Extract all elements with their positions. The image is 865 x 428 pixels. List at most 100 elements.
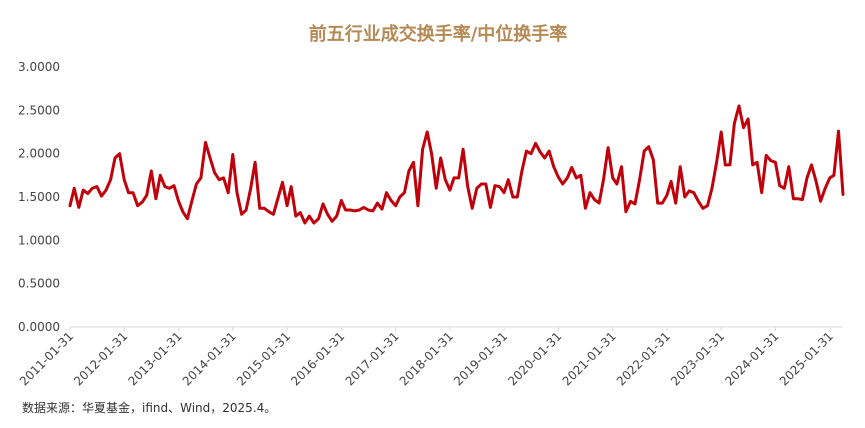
data-point [742, 126, 745, 129]
y-tick-label: 2.0000 [18, 147, 60, 161]
data-point [376, 201, 379, 205]
data-point [312, 221, 316, 225]
data-point [204, 141, 207, 144]
data-point [100, 194, 103, 198]
data-point [701, 207, 705, 210]
data-point [593, 198, 596, 201]
x-tick-label: 2014-01-31 [180, 329, 239, 388]
data-point [86, 192, 90, 195]
data-point [457, 176, 460, 180]
data-point [321, 202, 325, 206]
data-point [218, 178, 221, 181]
data-point [783, 187, 786, 190]
data-point [235, 191, 239, 194]
data-point [421, 148, 424, 151]
data-point [710, 187, 714, 190]
data-point [674, 201, 677, 205]
data-point [498, 185, 501, 188]
data-point [755, 161, 759, 164]
x-tick-label: 2019-01-31 [451, 329, 510, 388]
data-point [489, 206, 492, 209]
data-point [73, 187, 76, 190]
data-point [643, 149, 646, 153]
data-point [538, 150, 542, 154]
series-line [68, 104, 845, 225]
data-point [620, 165, 623, 168]
data-point [281, 181, 284, 184]
data-point [326, 213, 329, 216]
data-point [652, 158, 655, 161]
data-point [832, 174, 836, 177]
y-tick-label: 0.5000 [18, 277, 60, 291]
data-point [484, 182, 487, 186]
data-point [552, 165, 555, 168]
data-point [398, 195, 401, 199]
data-point [145, 194, 148, 197]
data-point [547, 149, 551, 153]
data-point [285, 204, 289, 207]
data-point [389, 199, 393, 202]
data-point [444, 178, 447, 181]
data-point [737, 104, 741, 108]
y-tick-label: 1.5000 [18, 190, 60, 204]
data-point [267, 210, 270, 213]
y-axis: 0.0000 0.5000 1.0000 1.5000 2.0000 2.5000 3.00… [18, 60, 60, 334]
data-point [638, 178, 641, 181]
y-tick-label: 3.0000 [18, 60, 60, 74]
data-point [294, 214, 297, 218]
data-point [819, 200, 822, 203]
data-point [330, 220, 334, 223]
x-tick-label: 2020-01-31 [505, 329, 564, 388]
data-point [534, 142, 537, 145]
data-point [765, 154, 768, 157]
data-point [665, 194, 669, 197]
data-point [208, 156, 212, 160]
x-tick-label: 2025-01-31 [777, 329, 836, 388]
x-tick-label: 2012-01-31 [71, 329, 130, 388]
data-point [828, 176, 831, 180]
data-point [77, 206, 81, 209]
data-point [249, 187, 252, 190]
data-point [724, 163, 727, 167]
data-point [688, 189, 691, 193]
data-point [706, 204, 709, 207]
data-point [520, 169, 524, 173]
data-point [575, 176, 578, 180]
data-point [407, 169, 411, 173]
data-point [344, 208, 347, 212]
data-point [127, 191, 130, 194]
data-point [168, 187, 171, 190]
data-point [276, 197, 279, 200]
data-point [263, 207, 266, 210]
data-point [760, 191, 763, 194]
data-point [426, 130, 429, 134]
data-point [511, 195, 515, 199]
data-point [633, 202, 637, 206]
data-point [231, 153, 234, 156]
data-point [186, 217, 189, 220]
data-point [647, 145, 650, 148]
data-point [240, 213, 243, 216]
data-point [195, 182, 198, 186]
data-point [814, 180, 818, 183]
data-point [824, 187, 827, 190]
data-point [154, 197, 158, 200]
data-point [792, 197, 795, 200]
x-tick-label: 2011-01-31 [17, 329, 76, 388]
data-point [177, 200, 180, 203]
data-point [720, 130, 723, 134]
data-point [172, 184, 176, 187]
data-point [493, 184, 497, 187]
data-point [602, 178, 605, 181]
data-point [412, 161, 415, 164]
data-point [448, 188, 452, 192]
data-point [181, 210, 184, 213]
data-point [516, 195, 519, 199]
data-point [629, 200, 632, 203]
data-point [615, 182, 619, 186]
data-point [380, 207, 384, 211]
data-point [163, 185, 167, 188]
data-point [394, 204, 397, 207]
data-point [159, 174, 162, 177]
data-point [810, 163, 813, 167]
